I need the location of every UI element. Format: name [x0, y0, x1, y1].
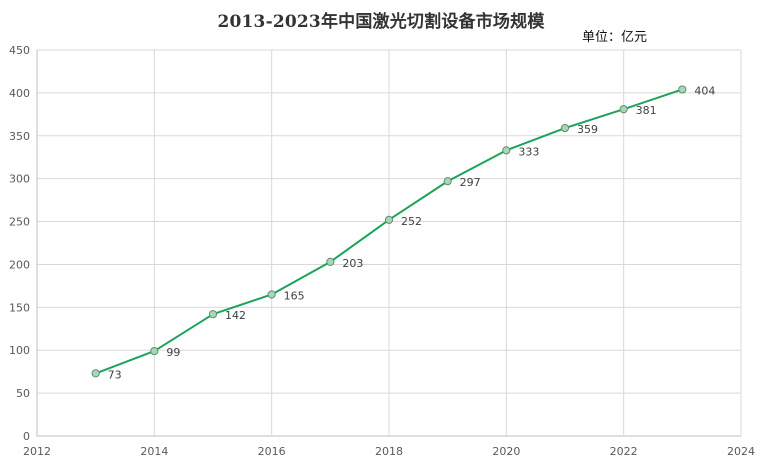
- y-tick-label: 250: [9, 216, 30, 229]
- x-tick-label: 2016: [258, 445, 286, 458]
- data-point: [678, 85, 687, 94]
- data-label: 142: [225, 309, 246, 322]
- data-point: [91, 369, 100, 378]
- y-tick-label: 50: [16, 387, 30, 400]
- data-point: [150, 346, 159, 356]
- data-label: 252: [401, 215, 422, 228]
- data-label: 99: [166, 346, 180, 359]
- data-point: [384, 215, 394, 224]
- y-tick-label: 150: [9, 301, 30, 314]
- unit-label: 单位：亿元: [582, 30, 648, 45]
- y-tick-label: 300: [9, 173, 30, 186]
- data-label: 297: [460, 176, 481, 189]
- data-point: [619, 105, 628, 114]
- y-tick-label: 450: [9, 44, 30, 57]
- data-point: [326, 257, 335, 266]
- data-label: 73: [108, 368, 122, 381]
- chart-title: 2013-2023年中国激光切割设备市场规模: [217, 12, 545, 32]
- data-point: [560, 123, 570, 133]
- data-label: 359: [577, 123, 598, 136]
- x-tick-label: 2018: [375, 445, 403, 458]
- x-tick-label: 2012: [23, 445, 51, 458]
- data-label: 381: [636, 104, 657, 117]
- y-tick-label: 350: [9, 130, 30, 143]
- y-tick-label: 0: [23, 430, 30, 443]
- data-point: [208, 310, 218, 319]
- data-label: 333: [518, 145, 539, 158]
- x-tick-label: 2024: [727, 445, 755, 458]
- x-tick-label: 2014: [140, 445, 168, 458]
- data-label: 203: [342, 257, 363, 270]
- data-point: [267, 290, 276, 299]
- x-tick-label: 2022: [610, 445, 638, 458]
- y-tick-label: 200: [9, 258, 30, 271]
- y-tick-label: 100: [9, 344, 30, 357]
- y-tick-label: 400: [9, 87, 30, 100]
- data-point: [443, 177, 452, 186]
- data-label: 404: [694, 84, 715, 97]
- x-tick-label: 2020: [492, 445, 520, 458]
- data-label: 165: [284, 289, 305, 302]
- data-point: [502, 146, 511, 155]
